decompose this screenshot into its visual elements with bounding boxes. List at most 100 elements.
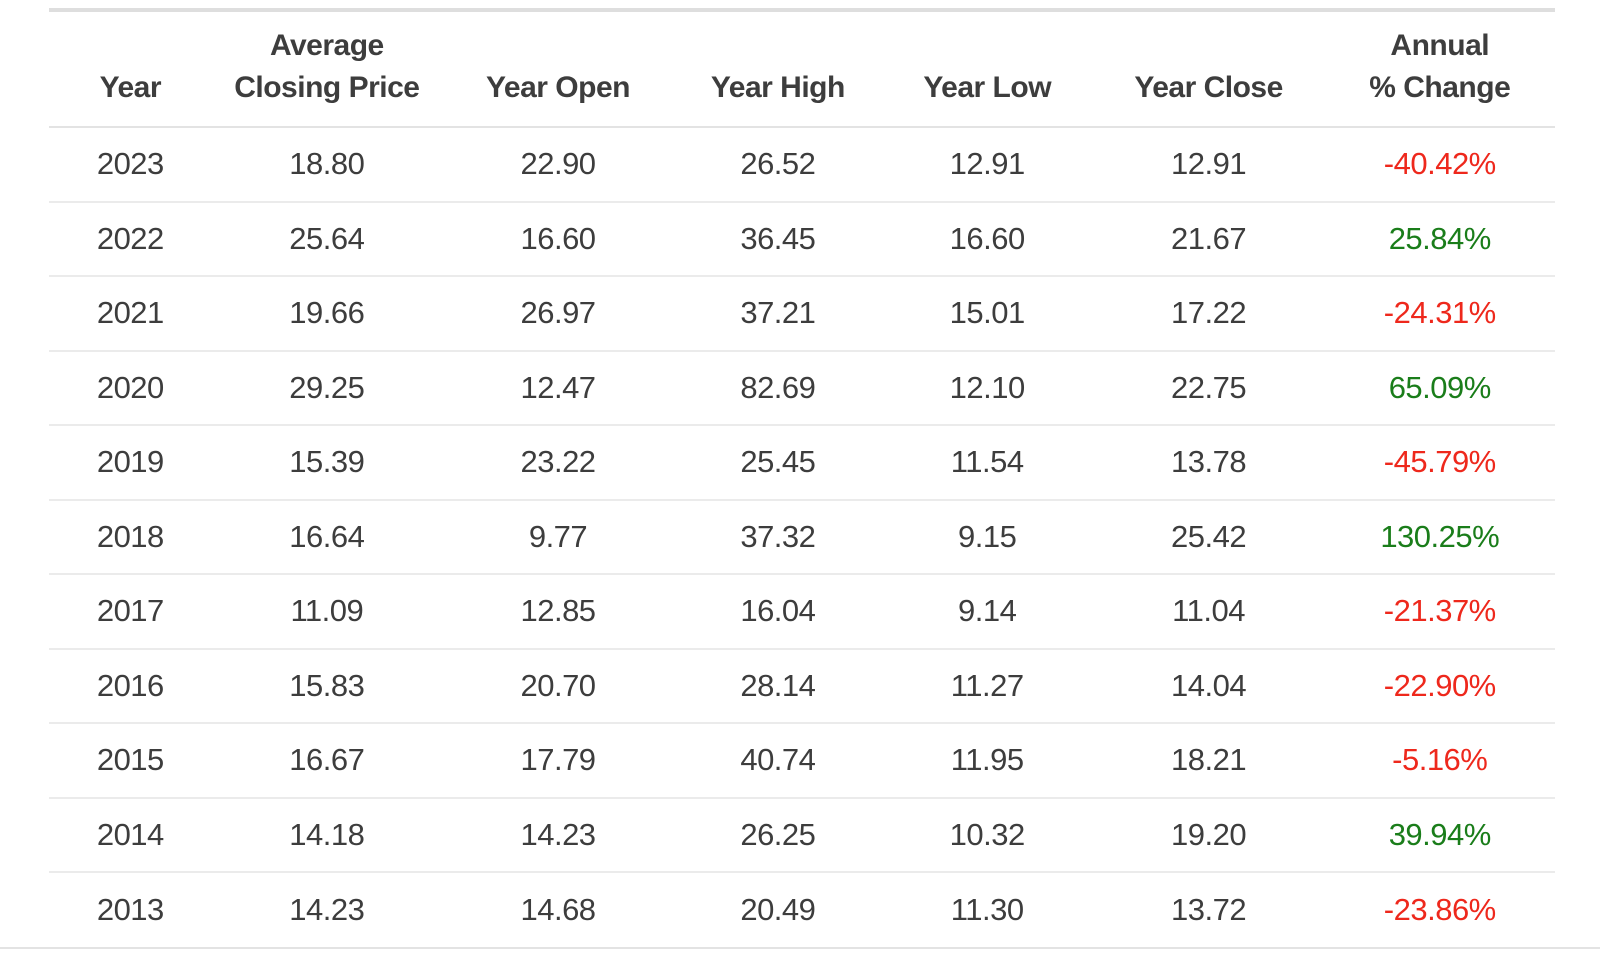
- cell-year-close: 14.04: [1092, 648, 1325, 724]
- cell-year-low: 16.60: [881, 201, 1093, 277]
- cell-year: 2021: [49, 276, 212, 352]
- cell-year-low: 11.54: [881, 425, 1093, 501]
- cell-year-close: 12.91: [1092, 127, 1325, 203]
- cell-year-close: 13.78: [1092, 425, 1325, 501]
- cell-year-high: 26.52: [673, 127, 882, 203]
- cell-year-close: 18.21: [1092, 723, 1325, 799]
- table-row: 2023 18.80 22.90 26.52 12.91 12.91 -40.42%: [49, 127, 1555, 203]
- cell-year-low: 9.15: [881, 499, 1093, 575]
- cell-annual-percent-change: -24.31%: [1324, 276, 1555, 352]
- cell-year-close: 19.20: [1092, 797, 1325, 873]
- column-header-year-open-line: Year Open: [486, 71, 630, 104]
- cell-year: 2017: [49, 574, 212, 650]
- cell-annual-percent-change: 25.84%: [1324, 201, 1555, 277]
- cell-annual-percent-change: 130.25%: [1324, 499, 1555, 575]
- cell-year-close: 17.22: [1092, 276, 1325, 352]
- column-header-annual-percent-change: Annual % Change: [1324, 12, 1555, 128]
- cell-year: 2013: [96, 891, 164, 927]
- column-header-year-line: Year: [99, 71, 162, 104]
- cell-average-closing-price: 15.83: [211, 648, 443, 724]
- cell-year: 2015: [49, 723, 212, 799]
- stock-price-history-page: Year Average Closing Price Year Open Year Hi…: [0, 8, 1600, 967]
- cell-average-closing-price: 19.66: [211, 276, 443, 352]
- cell-year-open: 9.77: [442, 499, 674, 575]
- column-header-year-low-line: Year Low: [923, 71, 1052, 104]
- cell-year-high: 25.45: [673, 425, 882, 501]
- cell-year-close: 11.04: [1092, 574, 1325, 650]
- table-row: 2022 25.64 16.60 36.45 16.60 21.67 25.84%: [49, 201, 1555, 277]
- cell-year-close: 25.42: [1092, 499, 1325, 575]
- cell-year: 2019: [49, 425, 212, 501]
- cell-average-closing-price: 16.67: [211, 723, 443, 799]
- cell-year-low: 12.91: [881, 127, 1093, 203]
- cell-year: 2023: [49, 127, 212, 203]
- cell-annual-percent-change: -21.37%: [1324, 574, 1555, 650]
- cell-year-high: 40.74: [673, 723, 882, 799]
- table-row: 2021 19.66 26.97 37.21 15.01 17.22 -24.31%: [49, 276, 1555, 352]
- cell-year-open: 12.47: [442, 350, 674, 426]
- cell-year-open: 23.22: [442, 425, 674, 501]
- cell-year-high: 36.45: [673, 201, 882, 277]
- cell-year-high: 28.14: [673, 648, 882, 724]
- column-header-annual-percent-change-line: Annual: [1390, 29, 1490, 62]
- table-row: 2013 14.23 14.68 20.49 11.30 13.72 -23.86%: [49, 872, 1555, 947]
- cell-year-low: 15.01: [881, 276, 1093, 352]
- column-header-year-low: Year Low: [881, 12, 1093, 128]
- cell-annual-percent-change: -22.90%: [1324, 648, 1555, 724]
- cell-year-low: 11.95: [881, 723, 1093, 799]
- column-header-annual-percent-change-line: % Change: [1369, 71, 1511, 104]
- cell-average-closing-price: 14.18: [211, 797, 443, 873]
- cell-annual-percent-change: -5.16%: [1324, 723, 1555, 799]
- column-header-year-high: Year High: [673, 12, 882, 128]
- column-header-year-open: Year Open: [442, 12, 674, 128]
- header-row: Year Average Closing Price Year Open Year Hi…: [49, 12, 1555, 128]
- table-row: 2017 11.09 12.85 16.04 9.14 11.04 -21.37%: [49, 574, 1555, 650]
- table-row: 2018 16.64 9.77 37.32 9.15 25.42 130.25%: [49, 499, 1555, 575]
- column-header-average-closing-price-line: Average: [269, 29, 384, 62]
- cell-year: 2018: [49, 499, 212, 575]
- cell-year-high: 37.32: [673, 499, 882, 575]
- cell-year-open: 14.68: [520, 891, 596, 927]
- cell-annual-percent-change: -45.79%: [1324, 425, 1555, 501]
- price-history-table-wrap: Year Average Closing Price Year Open Year Hi…: [49, 8, 1555, 947]
- cell-year: 2014: [49, 797, 212, 873]
- cell-year-open: 26.97: [442, 276, 674, 352]
- cell-year-open: 12.85: [442, 574, 674, 650]
- cell-year-high: 37.21: [673, 276, 882, 352]
- cell-year: 2016: [49, 648, 212, 724]
- cell-year: 2020: [49, 350, 212, 426]
- cell-year-close: 21.67: [1092, 201, 1325, 277]
- table-body: 2023 18.80 22.90 26.52 12.91 12.91 -40.42% 2022…: [49, 127, 1555, 947]
- bottom-divider: [0, 946, 1600, 949]
- cell-year-high: 26.25: [673, 797, 882, 873]
- cell-year-low: 10.32: [881, 797, 1093, 873]
- cell-year-open: 17.79: [442, 723, 674, 799]
- cell-average-closing-price: 11.09: [211, 574, 443, 650]
- cell-annual-percent-change: 65.09%: [1324, 350, 1555, 426]
- cell-average-closing-price: 14.23: [289, 891, 365, 927]
- cell-year-close: 13.72: [1171, 891, 1247, 927]
- table-row: 2019 15.39 23.22 25.45 11.54 13.78 -45.79%: [49, 425, 1555, 501]
- cell-average-closing-price: 29.25: [211, 350, 443, 426]
- column-header-year-close-line: Year Close: [1134, 71, 1283, 104]
- cell-average-closing-price: 25.64: [211, 201, 443, 277]
- table-row: 2014 14.18 14.23 26.25 10.32 19.20 39.94%: [49, 797, 1555, 873]
- table-header: Year Average Closing Price Year Open Year Hi…: [49, 12, 1555, 128]
- table-row: 2020 29.25 12.47 82.69 12.10 22.75 65.09%: [49, 350, 1555, 426]
- price-history-table: Year Average Closing Price Year Open Year Hi…: [49, 12, 1555, 947]
- cell-year-low: 12.10: [881, 350, 1093, 426]
- cell-year-high: 82.69: [673, 350, 882, 426]
- cell-year-low: 11.27: [881, 648, 1093, 724]
- cell-annual-percent-change: 39.94%: [1324, 797, 1555, 873]
- column-header-year: Year: [49, 12, 212, 128]
- cell-year-high: 20.49: [740, 891, 816, 927]
- cell-average-closing-price: 18.80: [211, 127, 443, 203]
- column-header-average-closing-price: Average Closing Price: [211, 12, 443, 128]
- table-row: 2015 16.67 17.79 40.74 11.95 18.21 -5.16%: [49, 723, 1555, 799]
- cell-year-low: 11.30: [950, 891, 1024, 927]
- cell-annual-percent-change: -23.86%: [1383, 891, 1496, 927]
- cell-year-open: 14.23: [442, 797, 674, 873]
- column-header-year-high-line: Year High: [710, 71, 845, 104]
- cell-year-open: 22.90: [442, 127, 674, 203]
- cell-average-closing-price: 15.39: [211, 425, 443, 501]
